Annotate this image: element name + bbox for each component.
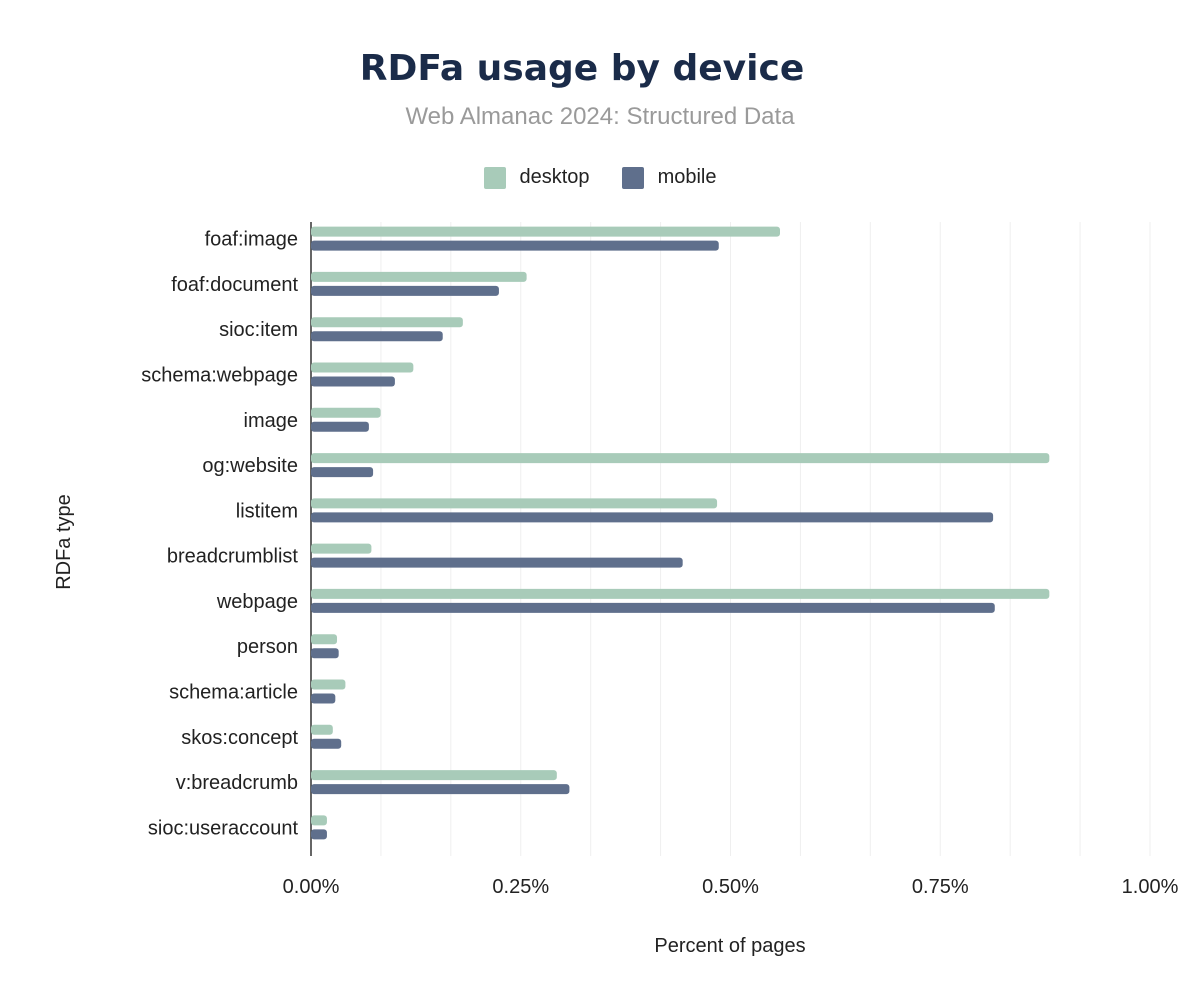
bar-desktop bbox=[311, 271, 527, 282]
category-label: sioc:useraccount bbox=[148, 817, 299, 839]
legend-label-mobile: mobile bbox=[657, 166, 717, 188]
legend-item-mobile[interactable]: mobile bbox=[621, 166, 717, 189]
bar-desktop bbox=[311, 588, 1050, 599]
category-label: person bbox=[237, 636, 298, 658]
category-label: breadcrumblist bbox=[167, 546, 299, 568]
bar-desktop bbox=[311, 453, 1050, 464]
bar-mobile bbox=[311, 331, 443, 342]
bar-mobile bbox=[311, 421, 369, 432]
bar-desktop bbox=[311, 317, 463, 328]
bar-mobile bbox=[311, 557, 683, 568]
bar-desktop bbox=[311, 407, 381, 418]
x-tick-label: 0.00% bbox=[283, 876, 340, 898]
bar-desktop bbox=[311, 362, 414, 373]
bar-desktop bbox=[311, 498, 718, 509]
bar-mobile bbox=[311, 376, 395, 387]
category-label: foaf:image bbox=[205, 229, 298, 251]
legend: desktop mobile bbox=[0, 166, 1200, 189]
category-label: foaf:document bbox=[171, 274, 298, 296]
bar-mobile bbox=[311, 738, 342, 749]
category-label: image bbox=[244, 410, 298, 432]
legend-swatch-mobile bbox=[621, 166, 644, 189]
category-label: listitem bbox=[236, 500, 298, 522]
bar-mobile bbox=[311, 240, 719, 251]
y-axis-label: RDFa type bbox=[53, 494, 75, 590]
bar-desktop bbox=[311, 543, 372, 554]
legend-item-desktop[interactable]: desktop bbox=[483, 166, 590, 189]
bar-mobile bbox=[311, 467, 374, 478]
x-axis-label: Percent of pages bbox=[654, 935, 805, 957]
category-label: schema:webpage bbox=[141, 365, 298, 387]
bar-desktop bbox=[311, 724, 333, 735]
category-label: sioc:item bbox=[219, 319, 298, 341]
category-label: v:breadcrumb bbox=[176, 772, 298, 794]
category-label: og:website bbox=[202, 455, 298, 477]
x-tick-label: 1.00% bbox=[1122, 876, 1179, 898]
bar-desktop bbox=[311, 770, 557, 781]
bar-mobile bbox=[311, 602, 995, 613]
bar-mobile bbox=[311, 693, 336, 704]
chart-title: RDFa usage by device bbox=[359, 48, 805, 89]
bar-mobile bbox=[311, 784, 570, 795]
chart-subtitle: Web Almanac 2024: Structured Data bbox=[405, 103, 795, 130]
bar-desktop bbox=[311, 679, 346, 690]
legend-swatch-desktop bbox=[483, 166, 506, 189]
x-tick-label: 0.75% bbox=[912, 876, 969, 898]
bar-mobile bbox=[311, 512, 994, 523]
bar-desktop bbox=[311, 226, 781, 237]
legend-label-desktop: desktop bbox=[519, 166, 590, 188]
bar-mobile bbox=[311, 648, 339, 659]
bar-desktop bbox=[311, 634, 338, 645]
category-label: schema:article bbox=[169, 682, 298, 704]
category-label: skos:concept bbox=[181, 727, 298, 749]
bar-mobile bbox=[311, 829, 327, 840]
bar-desktop bbox=[311, 815, 327, 826]
bar-mobile bbox=[311, 285, 499, 296]
category-label: webpage bbox=[216, 591, 298, 613]
x-tick-label: 0.25% bbox=[492, 876, 549, 898]
x-tick-label: 0.50% bbox=[702, 876, 759, 898]
